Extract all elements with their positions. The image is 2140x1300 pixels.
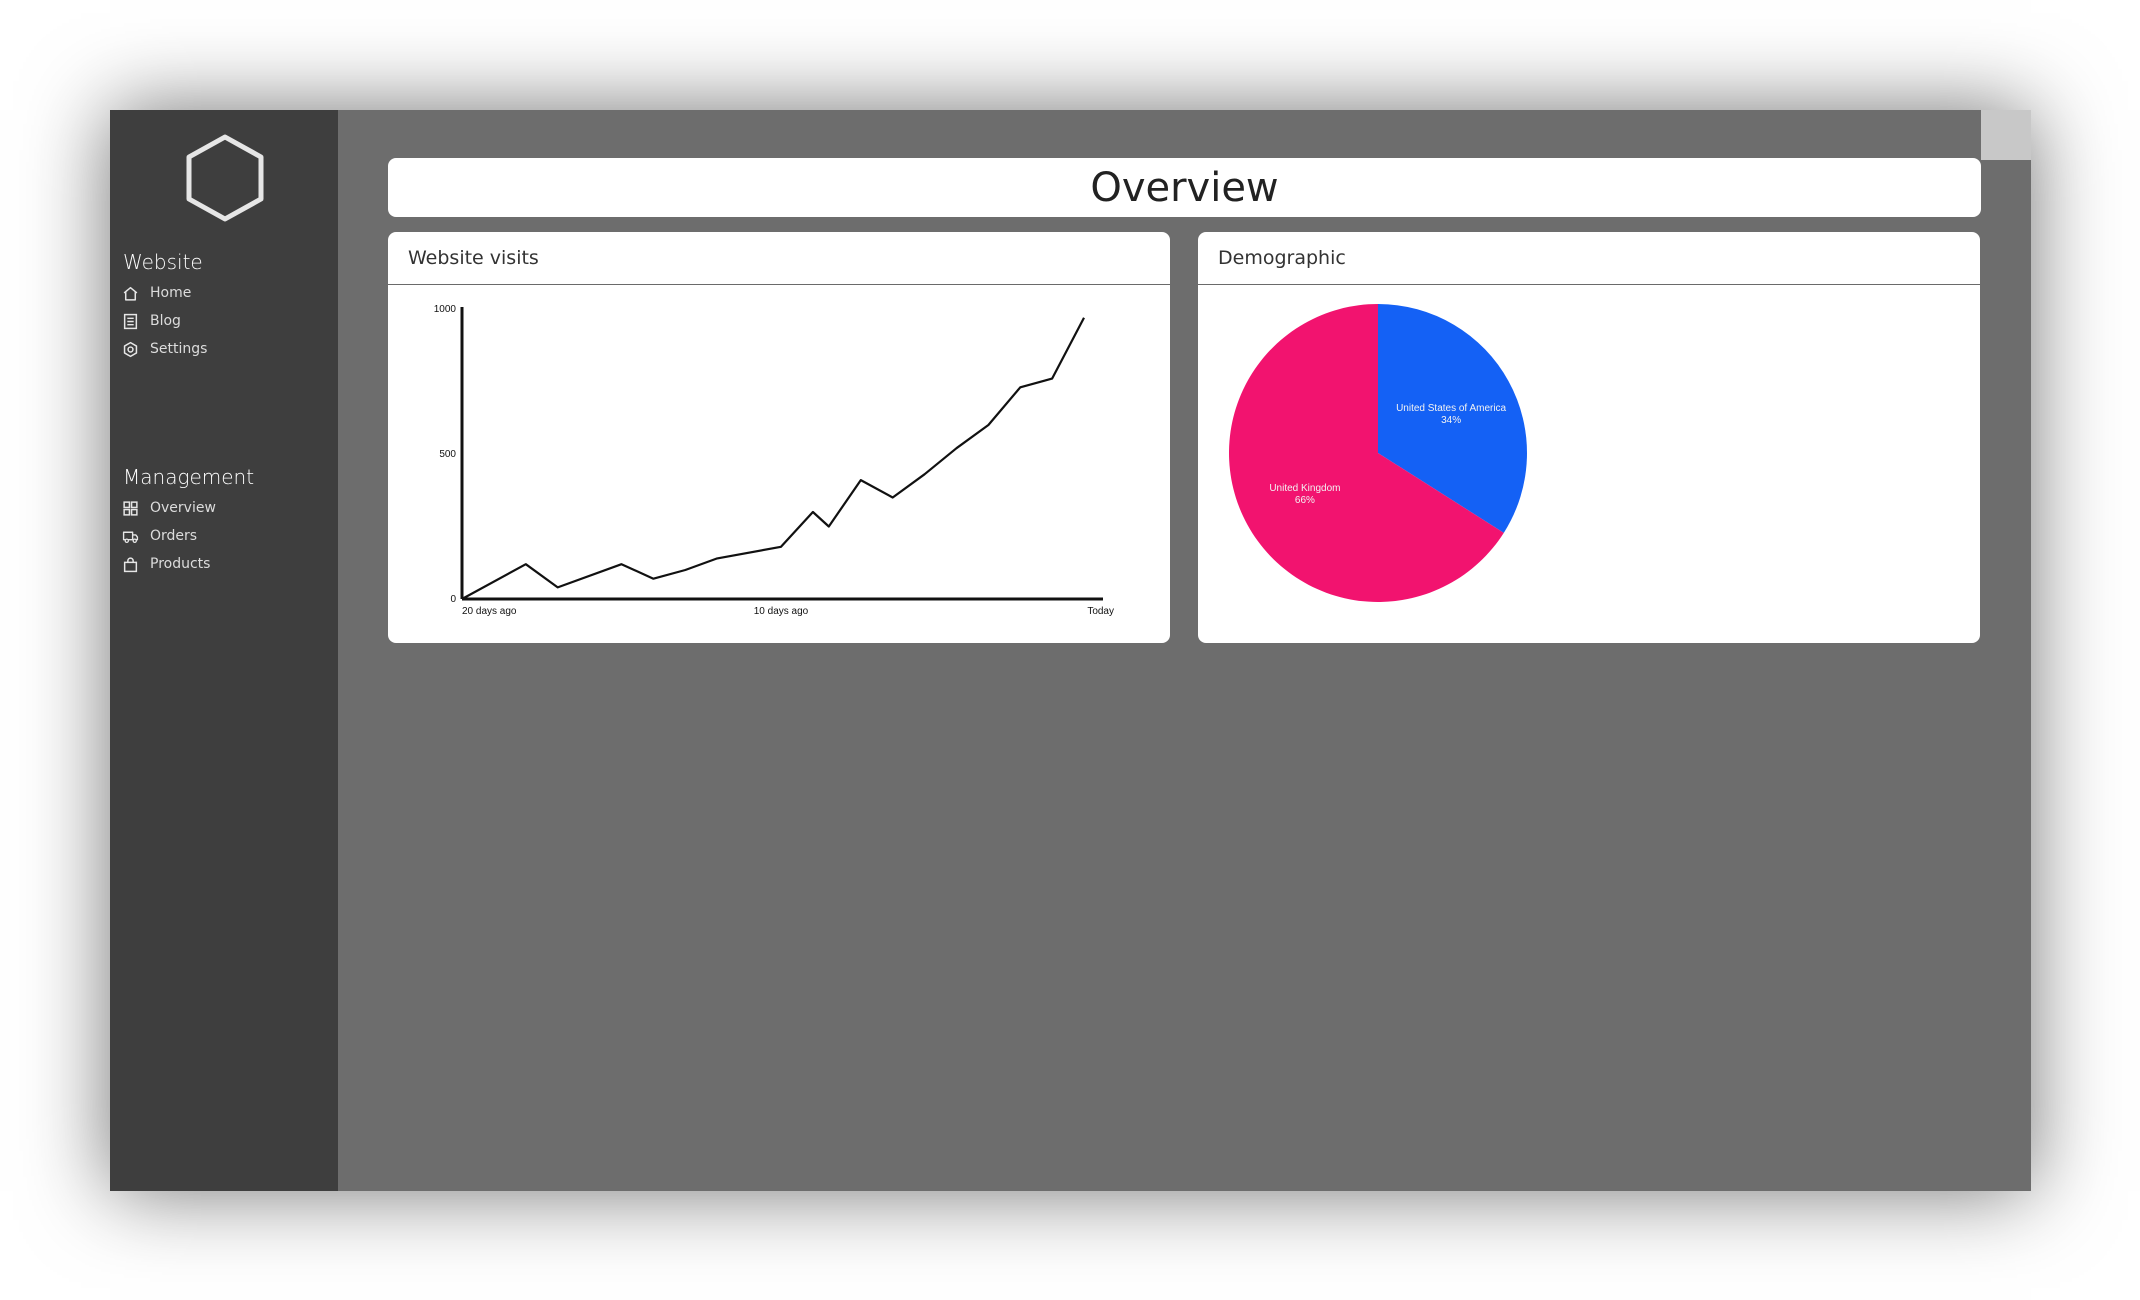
- pie-slice: [1228, 304, 1504, 602]
- bag-icon: [123, 556, 138, 572]
- sidebar-item-blog[interactable]: Blog: [122, 308, 181, 334]
- sidebar-item-products[interactable]: Products: [122, 551, 210, 577]
- sidebar-item-label: Products: [150, 556, 211, 572]
- sidebar-item-label: Settings: [150, 341, 208, 357]
- sidebar-item-orders[interactable]: Orders: [122, 523, 197, 549]
- app-window: Website Home Blog Settings Management: [110, 110, 2031, 1191]
- truck-icon: [122, 531, 139, 543]
- pie-value-label: 34%: [1441, 415, 1461, 426]
- visits-series-line: [461, 317, 1085, 600]
- sidebar-item-label: Blog: [150, 313, 181, 329]
- sidebar-item-settings[interactable]: Settings: [122, 336, 207, 362]
- pie-label: United Kingdom: [1269, 483, 1340, 494]
- pie-slice: [1378, 304, 1527, 533]
- nav-heading-management: Management: [123, 465, 255, 489]
- card-body: United States of America 34% United Kingdo…: [1198, 285, 1980, 643]
- sidebar-item-label: Home: [150, 285, 192, 301]
- corner-button[interactable]: [1981, 110, 2031, 160]
- blog-icon: [123, 313, 138, 329]
- y-tick-label: 500: [439, 449, 456, 460]
- card-title: Demographic: [1198, 232, 1980, 285]
- hexagon-logo-icon[interactable]: [184, 133, 266, 223]
- demographic-card: Demographic United States of America 34% U…: [1198, 232, 1980, 643]
- nav-heading-website: Website: [123, 250, 203, 274]
- sidebar-item-label: Orders: [150, 528, 198, 544]
- x-tick-label: 10 days ago: [754, 606, 809, 617]
- x-tick-label: 20 days ago: [462, 606, 517, 617]
- website-visits-card: Website visits 0 500 1000 20 days ago 10 day…: [388, 232, 1170, 643]
- sidebar-item-overview[interactable]: Overview: [122, 495, 216, 521]
- y-tick-label: 1000: [434, 304, 457, 315]
- page-title: Overview: [1090, 164, 1279, 211]
- home-icon: [123, 286, 138, 301]
- sidebar-item-label: Overview: [150, 500, 216, 516]
- grid-icon: [123, 500, 138, 516]
- pie-value-label: 66%: [1295, 495, 1315, 506]
- sidebar: Website Home Blog Settings Management: [110, 110, 338, 1191]
- sidebar-item-home[interactable]: Home: [122, 280, 191, 306]
- x-tick-label: Today: [1087, 606, 1114, 617]
- gear-icon: [123, 341, 138, 357]
- card-body: 0 500 1000 20 days ago 10 days ago Today: [388, 285, 1170, 643]
- pie-label: United States of America: [1396, 403, 1506, 414]
- page-title-bar: Overview: [388, 158, 1981, 217]
- y-tick-label: 0: [450, 594, 456, 605]
- card-title: Website visits: [388, 232, 1170, 285]
- line-chart: 0 500 1000 20 days ago 10 days ago Today: [434, 304, 1114, 617]
